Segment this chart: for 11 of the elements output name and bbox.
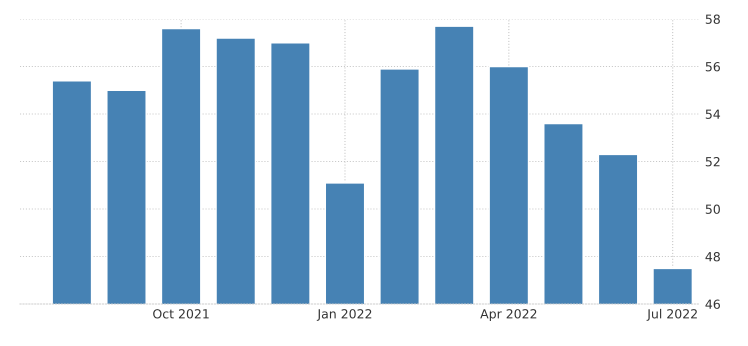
y-tick-label: 54	[706, 110, 720, 119]
y-tick-label: 56	[706, 62, 720, 72]
y-tick-label: 48	[705, 252, 720, 262]
x-tick-label: Jul 2022	[646, 308, 697, 321]
y-tick-label: 46	[705, 299, 720, 309]
y-tick-label: 58	[706, 14, 720, 24]
x-tick-label: Jan 2022	[316, 309, 372, 321]
y-tick-label: 52	[706, 156, 720, 166]
y-tick-label: 50	[706, 204, 720, 214]
x-tick-label: Oct 2021	[153, 309, 209, 319]
x-tick-label: Apr 2022	[480, 309, 536, 321]
